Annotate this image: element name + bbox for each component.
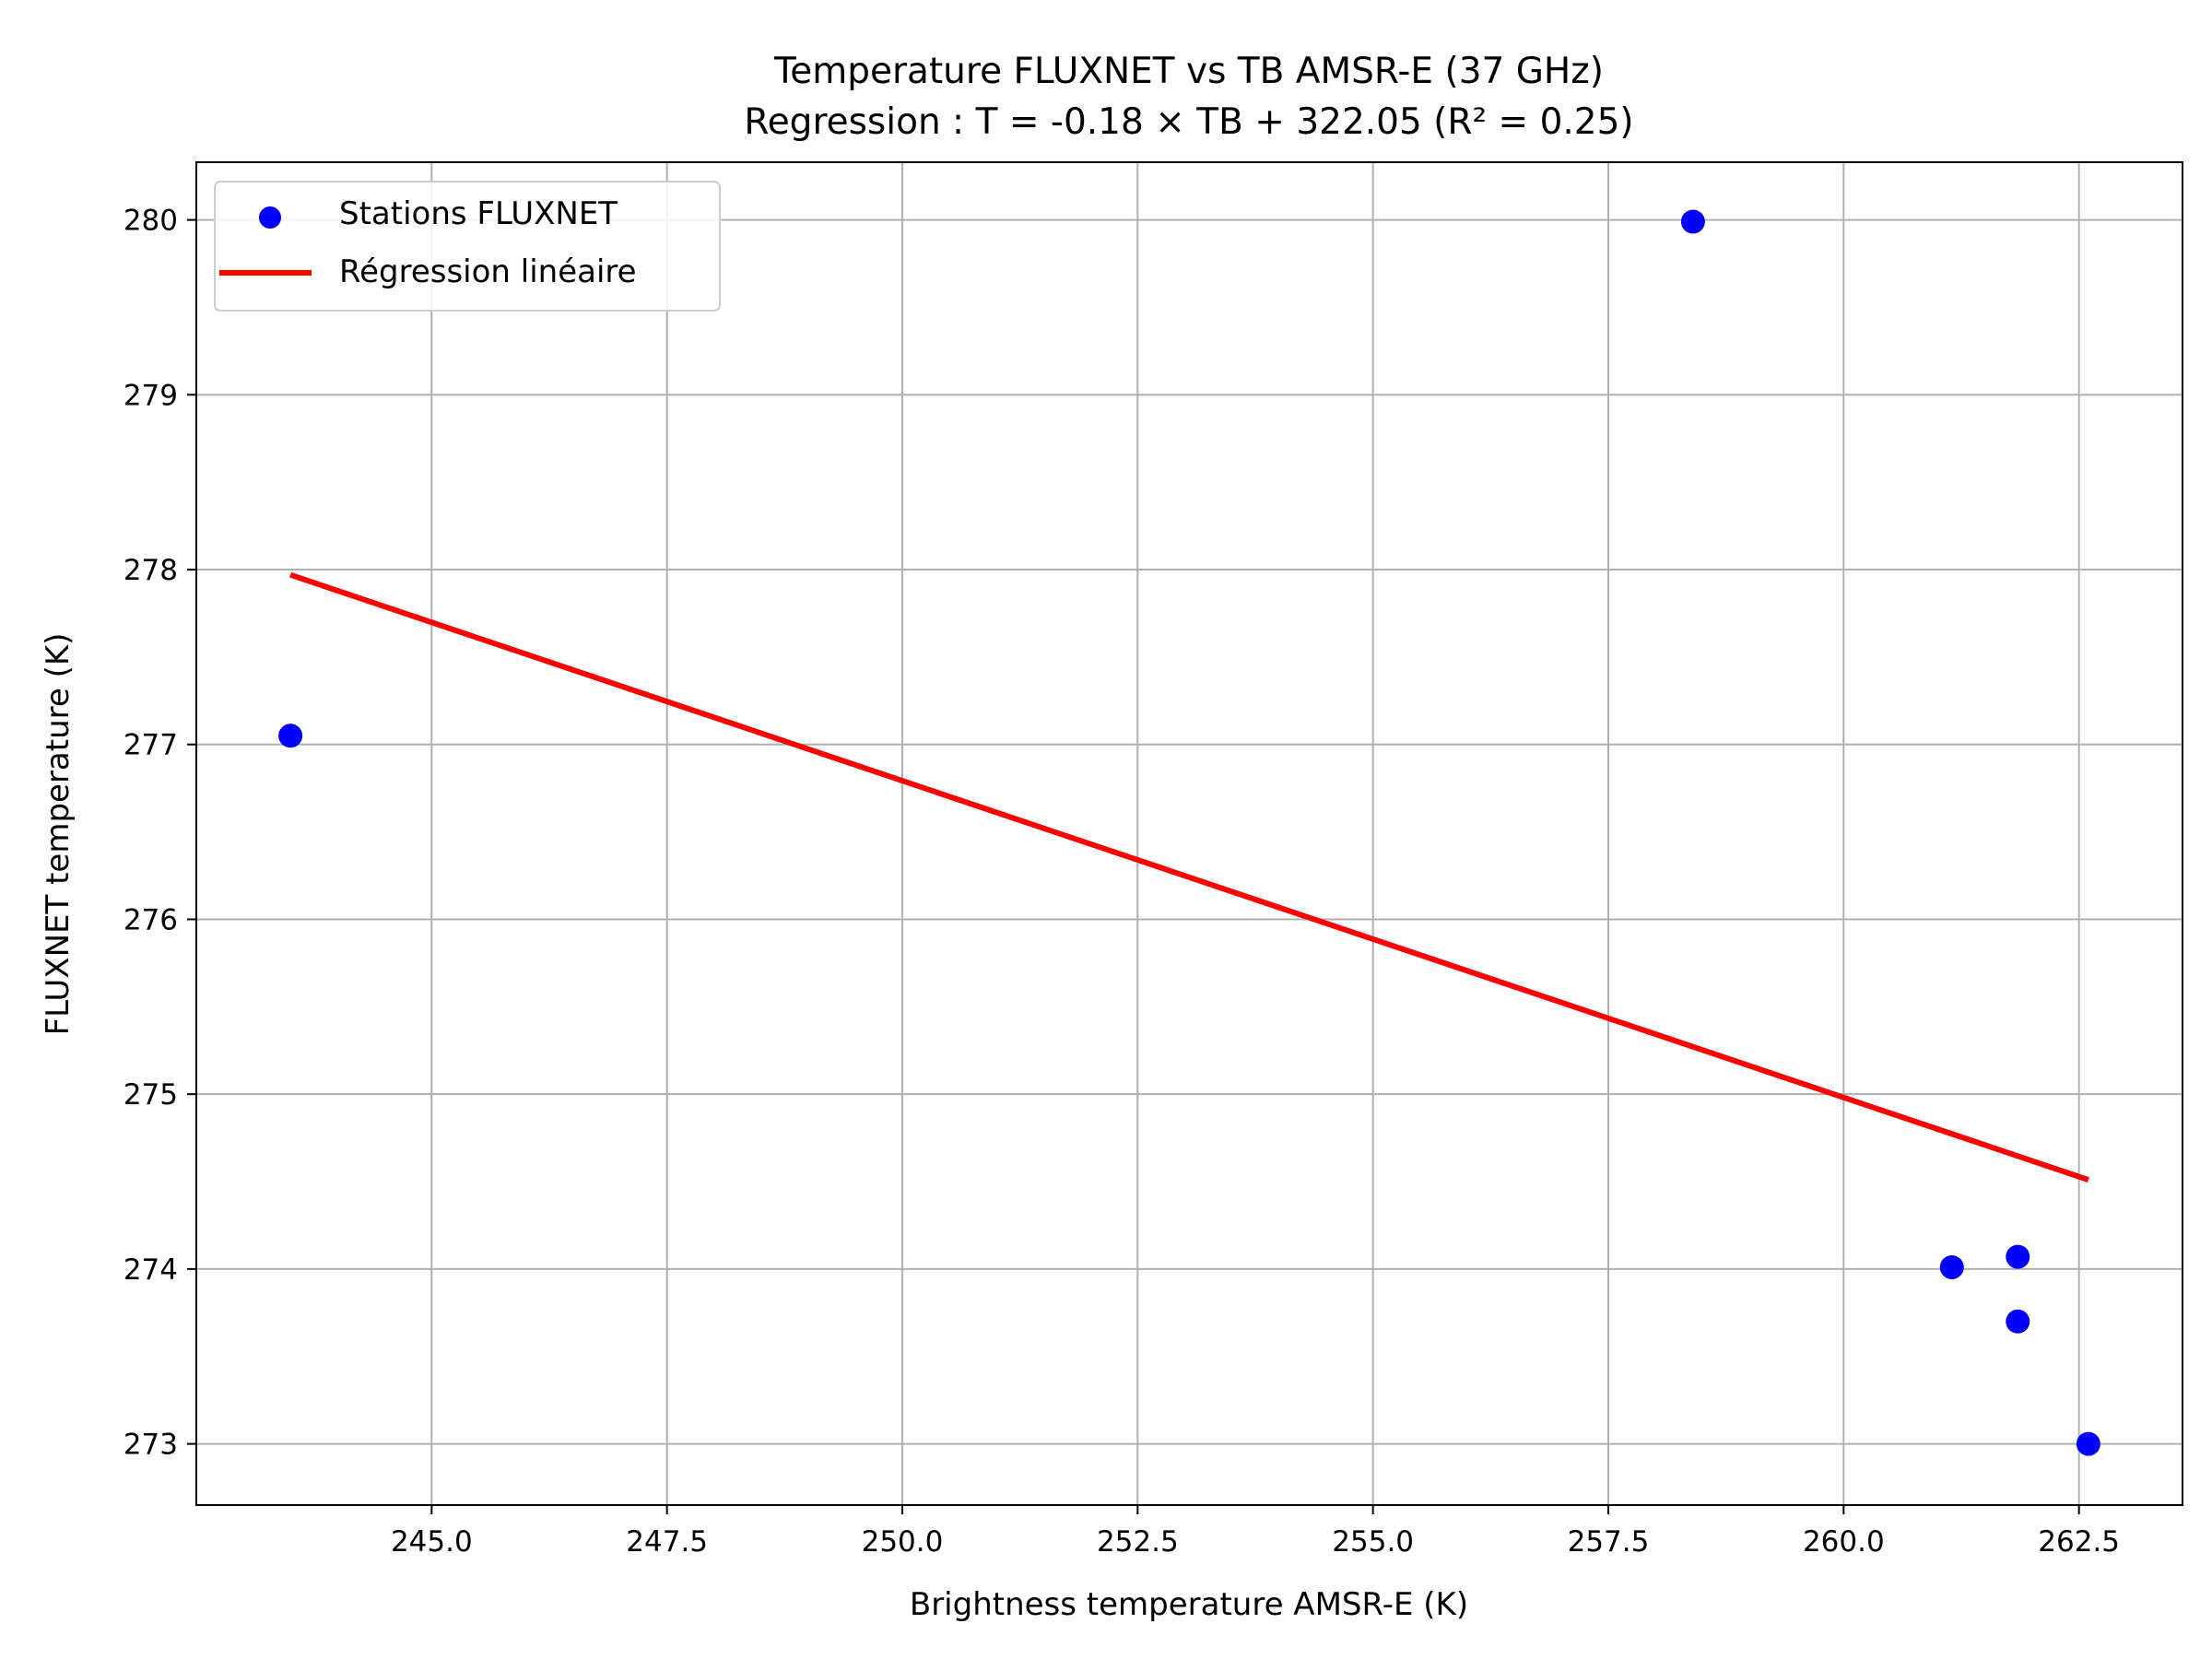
y-tick-label: 277 [124,729,178,762]
chart-subtitle: Regression : T = -0.18 × TB + 322.05 (R²… [744,101,1633,143]
x-axis-label: Brightness temperature AMSR-E (K) [910,1586,1468,1623]
data-point [2006,1244,2030,1269]
y-tick-label: 279 [124,379,178,412]
x-tick-label: 255.0 [1332,1525,1414,1559]
regression-layer [289,571,2089,1182]
chart-title: Temperature FLUXNET vs TB AMSR-E (37 GHz… [773,51,1604,92]
x-axis-ticks: 245.0 247.5 250.0 252.5 255.0 257.5 260.0 262.5 [391,1505,2120,1559]
plot-frame [195,161,2183,1506]
y-axis-label: FLUXNET temperature (K) [40,633,76,1036]
legend-scatter-marker [259,206,281,229]
x-tick-label: 245.0 [391,1525,473,1559]
regression-line [289,571,2089,1182]
points-layer [278,209,2100,1456]
data-point [2076,1431,2100,1456]
x-tick-label: 262.5 [2038,1525,2120,1559]
x-tick-label: 247.5 [626,1525,708,1559]
y-tick-label: 280 [124,205,178,238]
data-point [1939,1254,1964,1279]
y-axis-ticks: 273 274 275 276 277 278 279 280 [124,205,196,1462]
x-tick-label: 252.5 [1097,1525,1179,1559]
legend-label-regression: Régression linéaire [339,253,637,290]
x-tick-label: 257.5 [1568,1525,1650,1559]
data-point [1680,209,1705,234]
data-point [278,724,303,748]
y-tick-label: 274 [124,1253,178,1287]
data-point [2006,1309,2030,1334]
y-tick-label: 273 [124,1429,178,1462]
legend-label-stations: Stations FLUXNET [339,195,618,232]
x-tick-label: 260.0 [1803,1525,1885,1559]
legend-box [214,181,721,312]
x-tick-label: 250.0 [862,1525,944,1559]
y-tick-label: 278 [124,554,178,587]
legend: Stations FLUXNET Régression linéaire [214,181,721,312]
grid [196,162,2183,1505]
y-tick-label: 275 [124,1078,178,1112]
y-tick-label: 276 [124,903,178,936]
